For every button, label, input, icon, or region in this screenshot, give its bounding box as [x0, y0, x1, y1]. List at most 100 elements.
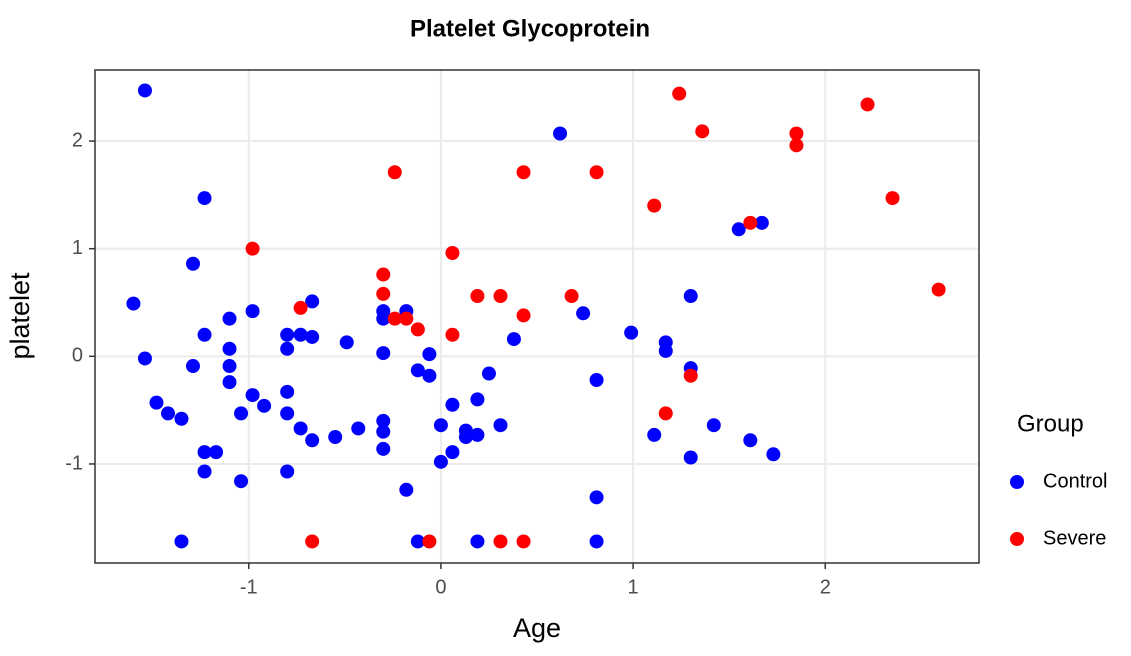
x-tick-label: 1 [628, 576, 639, 598]
point [197, 445, 212, 460]
point [161, 406, 176, 421]
legend-marker [1010, 532, 1024, 546]
point [280, 327, 295, 342]
point [174, 534, 189, 549]
point [493, 418, 508, 433]
point [553, 126, 568, 141]
point [731, 222, 746, 237]
point [293, 327, 308, 342]
point [376, 346, 391, 361]
point [234, 474, 249, 489]
point [516, 308, 531, 323]
point [245, 388, 260, 403]
point [410, 534, 425, 549]
point [433, 418, 448, 433]
point [789, 126, 804, 141]
legend-title: Group [1017, 410, 1084, 437]
point [931, 282, 946, 297]
point [245, 304, 260, 319]
point [445, 397, 460, 412]
point [293, 300, 308, 315]
point [445, 245, 460, 260]
point [683, 368, 698, 383]
point [245, 241, 260, 256]
point [743, 433, 758, 448]
point [458, 430, 473, 445]
point [126, 296, 141, 311]
point [506, 332, 521, 347]
point [376, 311, 391, 326]
point [293, 421, 308, 436]
x-tick-label: -1 [240, 576, 258, 598]
point [351, 421, 366, 436]
point [197, 327, 212, 342]
point [222, 375, 237, 390]
point [789, 138, 804, 153]
point [387, 165, 402, 180]
point [280, 384, 295, 399]
point [305, 329, 320, 344]
x-tick-label: 0 [435, 576, 446, 598]
x-axis-title: Age [513, 613, 561, 643]
point [516, 534, 531, 549]
x-tick-label: 2 [820, 576, 831, 598]
point [222, 359, 237, 374]
point [222, 311, 237, 326]
point [658, 406, 673, 421]
point [672, 86, 687, 101]
point [706, 418, 721, 433]
chart-title: Platelet Glycoprotein [410, 15, 650, 42]
point [470, 392, 485, 407]
point [137, 83, 152, 98]
point [305, 534, 320, 549]
point [433, 454, 448, 469]
point [399, 311, 414, 326]
point [328, 430, 343, 445]
point [280, 341, 295, 356]
point [683, 450, 698, 465]
y-tick-label: 1 [72, 237, 83, 259]
point [470, 427, 485, 442]
y-tick-label: 0 [72, 345, 83, 367]
point [885, 191, 900, 206]
point [387, 311, 402, 326]
point [589, 165, 604, 180]
point [280, 464, 295, 479]
point [305, 294, 320, 309]
point [445, 327, 460, 342]
point [399, 482, 414, 497]
point [186, 359, 201, 374]
point [658, 343, 673, 358]
point [280, 406, 295, 421]
point [860, 97, 875, 112]
point [743, 215, 758, 230]
point [422, 368, 437, 383]
plot-border [94, 69, 980, 564]
legend-label: Severe [1043, 527, 1106, 549]
point [305, 433, 320, 448]
point [470, 534, 485, 549]
y-axis-title: platelet [5, 272, 35, 360]
point [683, 289, 698, 304]
y-tick-label: 2 [72, 129, 83, 151]
point [174, 411, 189, 426]
point [754, 215, 769, 230]
point [493, 534, 508, 549]
point [481, 366, 496, 381]
point [624, 325, 639, 340]
point [647, 427, 662, 442]
point [589, 534, 604, 549]
point [376, 413, 391, 428]
point [197, 464, 212, 479]
point [339, 335, 354, 350]
point [197, 191, 212, 206]
point [695, 124, 710, 139]
point [422, 347, 437, 362]
point [589, 490, 604, 505]
legend-marker [1010, 475, 1024, 489]
point [149, 395, 164, 410]
point [186, 256, 201, 271]
point [445, 445, 460, 460]
point [209, 445, 224, 460]
